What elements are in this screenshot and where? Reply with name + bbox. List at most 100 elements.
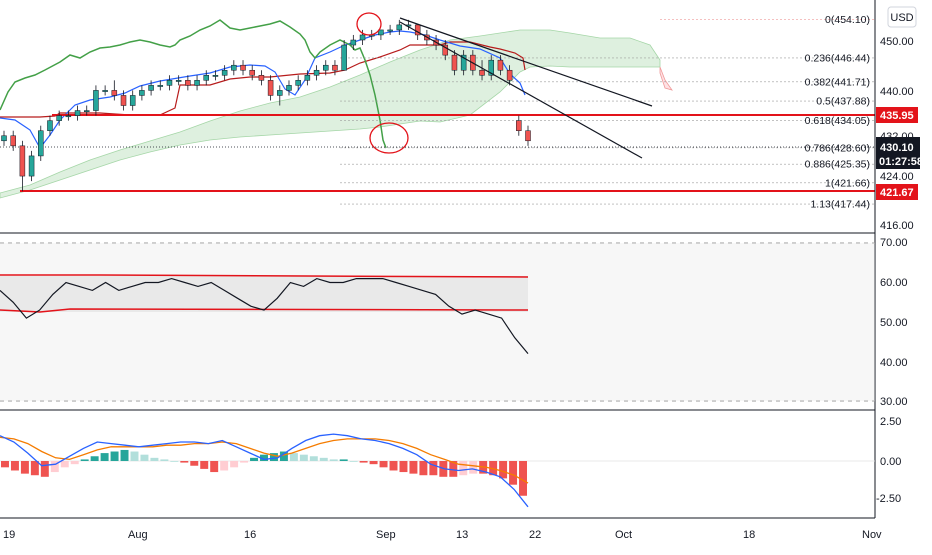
support-price-tag: [876, 184, 918, 200]
macd-histogram-bar: [399, 461, 408, 473]
macd-histogram-bar: [140, 454, 149, 461]
candle-body: [359, 34, 366, 41]
candle-body: [148, 85, 154, 91]
macd-histogram: [1, 449, 527, 496]
currency-label: USD: [890, 12, 913, 24]
trendline-upper[interactable]: [399, 17, 653, 107]
price-tick: 450.00: [880, 36, 914, 48]
candle-body: [185, 80, 191, 86]
annotation-ellipse-top[interactable]: [356, 12, 382, 36]
macd-histogram-bar: [449, 461, 458, 477]
time-label: 19: [3, 529, 15, 541]
time-axis[interactable]: 19 Aug 16 Sep 13 22 Oct 18 Nov: [3, 529, 882, 541]
macd-histogram-bar: [319, 457, 328, 461]
macd-histogram-bar: [299, 454, 308, 461]
candle-body: [304, 75, 311, 81]
rsi-range-box: [0, 276, 528, 312]
candle-body: [451, 54, 458, 71]
time-label: 18: [743, 529, 755, 541]
macd-histogram-bar: [1, 461, 9, 468]
fib-level-label: 0.618(434.05): [805, 115, 870, 127]
candle-body: [313, 69, 320, 76]
macd-histogram-bar: [469, 461, 478, 474]
fib-level-label: 1.13(417.44): [810, 199, 870, 211]
macd-tick: -2.50: [876, 493, 901, 505]
candle-body: [212, 75, 219, 77]
fibonacci-labels: 0(454.10) 0.236(446.44) 0.382(441.71) 0.5(4…: [805, 14, 870, 211]
currency-box[interactable]: [887, 6, 917, 28]
macd-histogram-bar: [339, 459, 348, 461]
candle-body: [129, 95, 136, 106]
candle-body: [286, 85, 292, 91]
rsi-tick: 40.00: [880, 357, 908, 369]
trendline-lower[interactable]: [399, 21, 643, 159]
candle-body: [139, 90, 145, 96]
macd-histogram-bar: [100, 453, 109, 461]
macd-histogram-bar: [180, 461, 189, 463]
candle-body: [396, 24, 403, 31]
macd-histogram-bar: [379, 461, 388, 468]
macd-histogram-bar: [120, 449, 129, 461]
candle-body: [267, 80, 274, 96]
fib-level-label: 0.382(441.71): [805, 76, 870, 88]
candle-body: [10, 135, 16, 147]
fib-level-label: 1(421.66): [825, 177, 870, 189]
macd-histogram-bar: [170, 461, 179, 462]
candle-body: [323, 64, 329, 71]
candle-body: [175, 80, 182, 82]
macd-histogram-bar: [150, 457, 159, 461]
candle-body: [157, 85, 164, 87]
candle-body: [341, 44, 347, 71]
macd-histogram-bar: [210, 461, 219, 473]
macd-histogram-bar: [190, 461, 199, 466]
macd-histogram-bar: [289, 453, 298, 461]
time-label: Aug: [128, 529, 148, 541]
macd-line: [0, 433, 529, 508]
candle-body: [120, 95, 127, 106]
annotation-ellipse-bottom[interactable]: [369, 122, 409, 154]
candle-body: [28, 155, 35, 177]
price-pane[interactable]: 0(454.10) 0.236(446.44) 0.382(441.71) 0.5(4…: [0, 12, 875, 211]
rsi-line: [0, 277, 529, 354]
macd-histogram-bar: [489, 461, 498, 476]
candle-body: [74, 110, 81, 116]
candle-body: [479, 69, 485, 76]
macd-histogram-bar: [459, 461, 468, 476]
candle-body: [47, 120, 53, 131]
macd-histogram-bar: [10, 461, 19, 471]
last-price-tag: [876, 137, 920, 169]
macd-histogram-bar: [200, 461, 209, 469]
rsi-tick: 70.00: [880, 237, 908, 249]
macd-histogram-bar: [60, 461, 69, 468]
time-label: Sep: [376, 529, 396, 541]
macd-pane[interactable]: [0, 433, 875, 508]
candle-body: [19, 145, 26, 177]
macd-tick: 0.00: [880, 456, 901, 468]
macd-histogram-bar: [359, 461, 368, 463]
rsi-background-band: [0, 243, 875, 401]
rsi-channel-top[interactable]: [0, 274, 529, 278]
macd-histogram-bar: [499, 461, 508, 479]
time-label: 16: [244, 529, 256, 541]
macd-histogram-bar: [429, 461, 438, 476]
time-label: 22: [529, 529, 541, 541]
macd-histogram-bar: [240, 461, 249, 463]
macd-histogram-bar: [50, 461, 59, 473]
macd-histogram-bar: [80, 459, 89, 461]
macd-histogram-bar: [269, 453, 278, 461]
candle-body: [506, 69, 513, 81]
rsi-pane[interactable]: [0, 242, 875, 402]
candle-body: [277, 90, 283, 96]
fibonacci-levels[interactable]: [340, 19, 875, 205]
candle-body: [102, 90, 108, 92]
price-axis[interactable]: USD 450.00 440.00 432.00 424.00 416.00 4…: [876, 6, 923, 505]
fib-level-label: 0.886(425.35): [805, 159, 870, 171]
tenkan-sen-line: [0, 30, 526, 150]
macd-histogram-bar: [230, 461, 239, 468]
rsi-tick: 60.00: [880, 277, 908, 289]
macd-histogram-bar: [70, 461, 79, 465]
macd-histogram-bar: [160, 459, 169, 461]
macd-signal-line: [0, 436, 529, 484]
